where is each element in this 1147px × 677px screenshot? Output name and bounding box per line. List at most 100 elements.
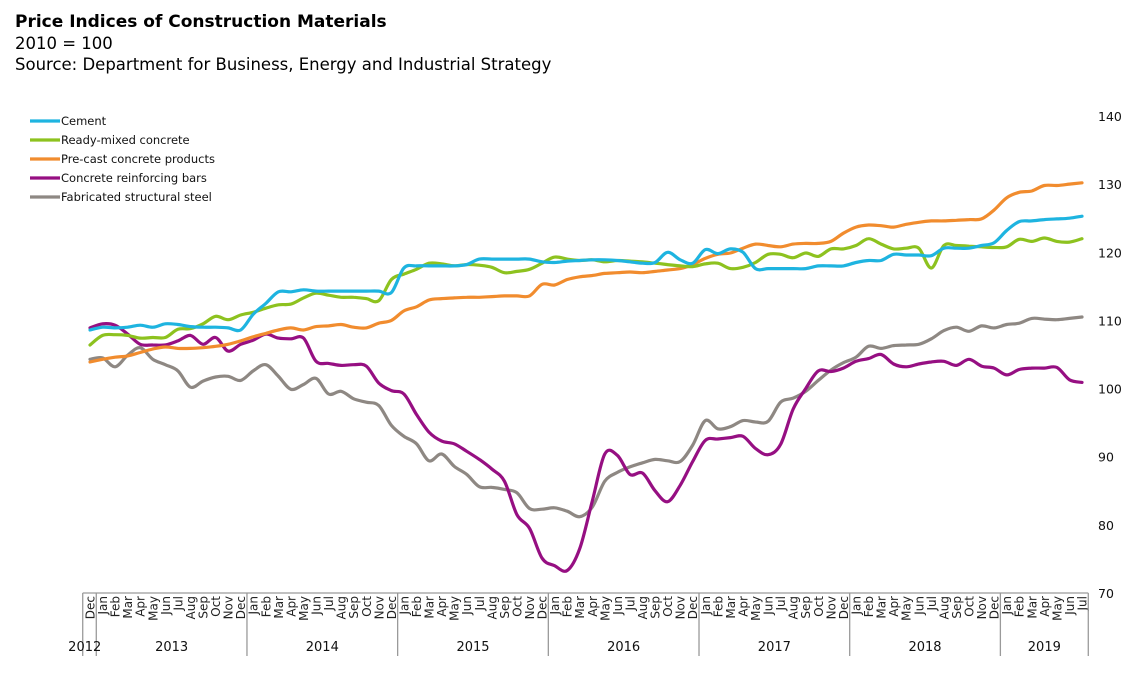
x-year-label: 2015: [456, 640, 489, 655]
x-tick-label: Jul: [774, 596, 788, 611]
x-tick-label: Jun: [1063, 596, 1077, 616]
series-line-concrete-reinforcing-bars: [88, 322, 1084, 573]
x-tick-label: Nov: [674, 596, 688, 619]
x-tick-label: Feb: [711, 596, 725, 617]
x-tick-label: Feb: [561, 596, 575, 617]
x-tick-label: Dec: [988, 596, 1002, 619]
legend-item-label: Concrete reinforcing bars: [61, 171, 207, 185]
y-tick-label: 140: [1098, 109, 1122, 124]
y-tick-label: 130: [1098, 177, 1122, 192]
chart-source: Source: Department for Business, Energy …: [15, 55, 552, 74]
series-line-pre-cast-concrete-products: [88, 181, 1084, 364]
x-tick-label: Oct: [661, 596, 675, 617]
y-tick-label: 110: [1098, 313, 1122, 328]
x-tick-label: Nov: [372, 596, 386, 619]
legend-item-label: Cement: [61, 114, 107, 128]
x-tick-label: Jan: [699, 596, 713, 616]
x-tick-label: Mar: [423, 596, 437, 619]
x-tick-label: Oct: [209, 596, 223, 617]
y-axis: 140 130 120 110 100 90 80 70: [1098, 109, 1122, 601]
x-tick-label: Apr: [736, 596, 750, 617]
x-tick-label: Apr: [284, 596, 298, 617]
x-tick-label: Jul: [473, 596, 487, 611]
x-tick-label: May: [297, 596, 311, 621]
x-tick-label: Jan: [397, 596, 411, 616]
x-tick-label: Sep: [347, 596, 361, 619]
x-tick-label: Jan: [849, 596, 863, 616]
x-tick-label: Oct: [812, 596, 826, 617]
x-tick-label: Aug: [485, 596, 499, 619]
x-tick-label: Feb: [259, 596, 273, 617]
x-tick-label: Sep: [799, 596, 813, 619]
y-tick-label: 100: [1098, 382, 1122, 397]
x-tick-label: Aug: [636, 596, 650, 619]
series-layer: [88, 181, 1084, 573]
x-year-label: 2019: [1028, 640, 1061, 655]
legend: Cement Ready-mixed concrete Pre-cast concr…: [30, 114, 215, 204]
x-tick-label: Feb: [1013, 596, 1027, 617]
x-tick-label: Jun: [611, 596, 625, 616]
x-year-label: 2014: [306, 640, 339, 655]
x-tick-label: Apr: [435, 596, 449, 617]
x-tick-label: May: [900, 596, 914, 621]
x-tick-label: Nov: [975, 596, 989, 619]
x-tick-label: Jul: [623, 596, 637, 611]
x-tick-label: Jul: [322, 596, 336, 611]
x-tick-label: Jul: [925, 596, 939, 611]
x-tick-label: Aug: [335, 596, 349, 619]
x-tick-label: Mar: [121, 596, 135, 619]
x-tick-label: Jun: [460, 596, 474, 616]
x-tick-label: Mar: [724, 596, 738, 619]
x-tick-label: Mar: [272, 596, 286, 619]
x-tick-label: Aug: [937, 596, 951, 619]
x-tick-label: Apr: [887, 596, 901, 617]
chart-header: Price Indices of Construction Materials …: [15, 12, 551, 75]
x-tick-label: May: [146, 596, 160, 621]
x-tick-label: Jan: [247, 596, 261, 616]
x-tick-label: Oct: [360, 596, 374, 617]
x-tick-label: Apr: [1038, 596, 1052, 617]
x-year-label: 2018: [908, 640, 941, 655]
x-tick-label: Dec: [837, 596, 851, 619]
x-tick-label: May: [598, 596, 612, 621]
x-tick-label: May: [749, 596, 763, 621]
x-tick-label: Jan: [96, 596, 110, 616]
series-line-cement: [88, 214, 1084, 333]
x-tick-label: Jun: [310, 596, 324, 616]
x-axis: DecJanFebMarAprMayJunJulAugSepOctNovDecJ…: [68, 592, 1090, 656]
x-tick-label: Mar: [573, 596, 587, 619]
x-tick-label: Dec: [84, 596, 98, 619]
y-tick-label: 120: [1098, 245, 1122, 260]
x-tick-label: Feb: [410, 596, 424, 617]
y-tick-label: 90: [1098, 450, 1114, 465]
x-tick-label: Nov: [222, 596, 236, 619]
x-tick-label: Sep: [197, 596, 211, 619]
x-tick-label: Dec: [385, 596, 399, 619]
x-tick-label: Feb: [109, 596, 123, 617]
x-tick-label: Sep: [649, 596, 663, 619]
x-tick-label: Sep: [950, 596, 964, 619]
x-tick-label: Apr: [134, 596, 148, 617]
x-tick-label: Nov: [523, 596, 537, 619]
x-tick-label: Mar: [1025, 596, 1039, 619]
x-tick-label: Aug: [787, 596, 801, 619]
x-tick-label: Sep: [498, 596, 512, 619]
x-tick-label: Mar: [875, 596, 889, 619]
x-tick-label: Nov: [824, 596, 838, 619]
legend-item-label: Fabricated structural steel: [61, 190, 212, 204]
y-tick-label: 70: [1098, 586, 1114, 601]
x-tick-label: Jun: [912, 596, 926, 616]
x-year-label: 2017: [758, 640, 791, 655]
x-tick-label: Jan: [548, 596, 562, 616]
x-tick-label: Aug: [184, 596, 198, 619]
x-year-label: 2013: [155, 640, 188, 655]
x-tick-label: Dec: [234, 596, 248, 619]
x-tick-label: Oct: [962, 596, 976, 617]
legend-item-label: Ready-mixed concrete: [61, 133, 190, 147]
x-tick-label: Apr: [586, 596, 600, 617]
chart-subtitle: 2010 = 100: [15, 34, 113, 53]
x-tick-label: Jul: [1076, 596, 1090, 611]
chart-title: Price Indices of Construction Materials: [15, 12, 387, 32]
x-tick-label: Jun: [762, 596, 776, 616]
